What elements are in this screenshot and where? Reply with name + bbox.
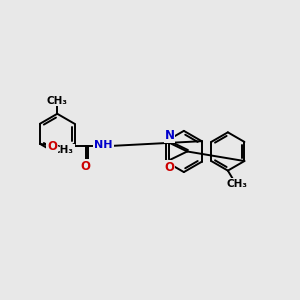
Text: CH₃: CH₃: [47, 95, 68, 106]
Text: NH: NH: [94, 140, 113, 150]
Text: CH₃: CH₃: [53, 145, 74, 155]
Text: O: O: [164, 160, 175, 174]
Text: O: O: [81, 160, 91, 173]
Text: CH₃: CH₃: [227, 178, 248, 189]
Text: N: N: [164, 129, 175, 142]
Text: O: O: [47, 140, 57, 153]
